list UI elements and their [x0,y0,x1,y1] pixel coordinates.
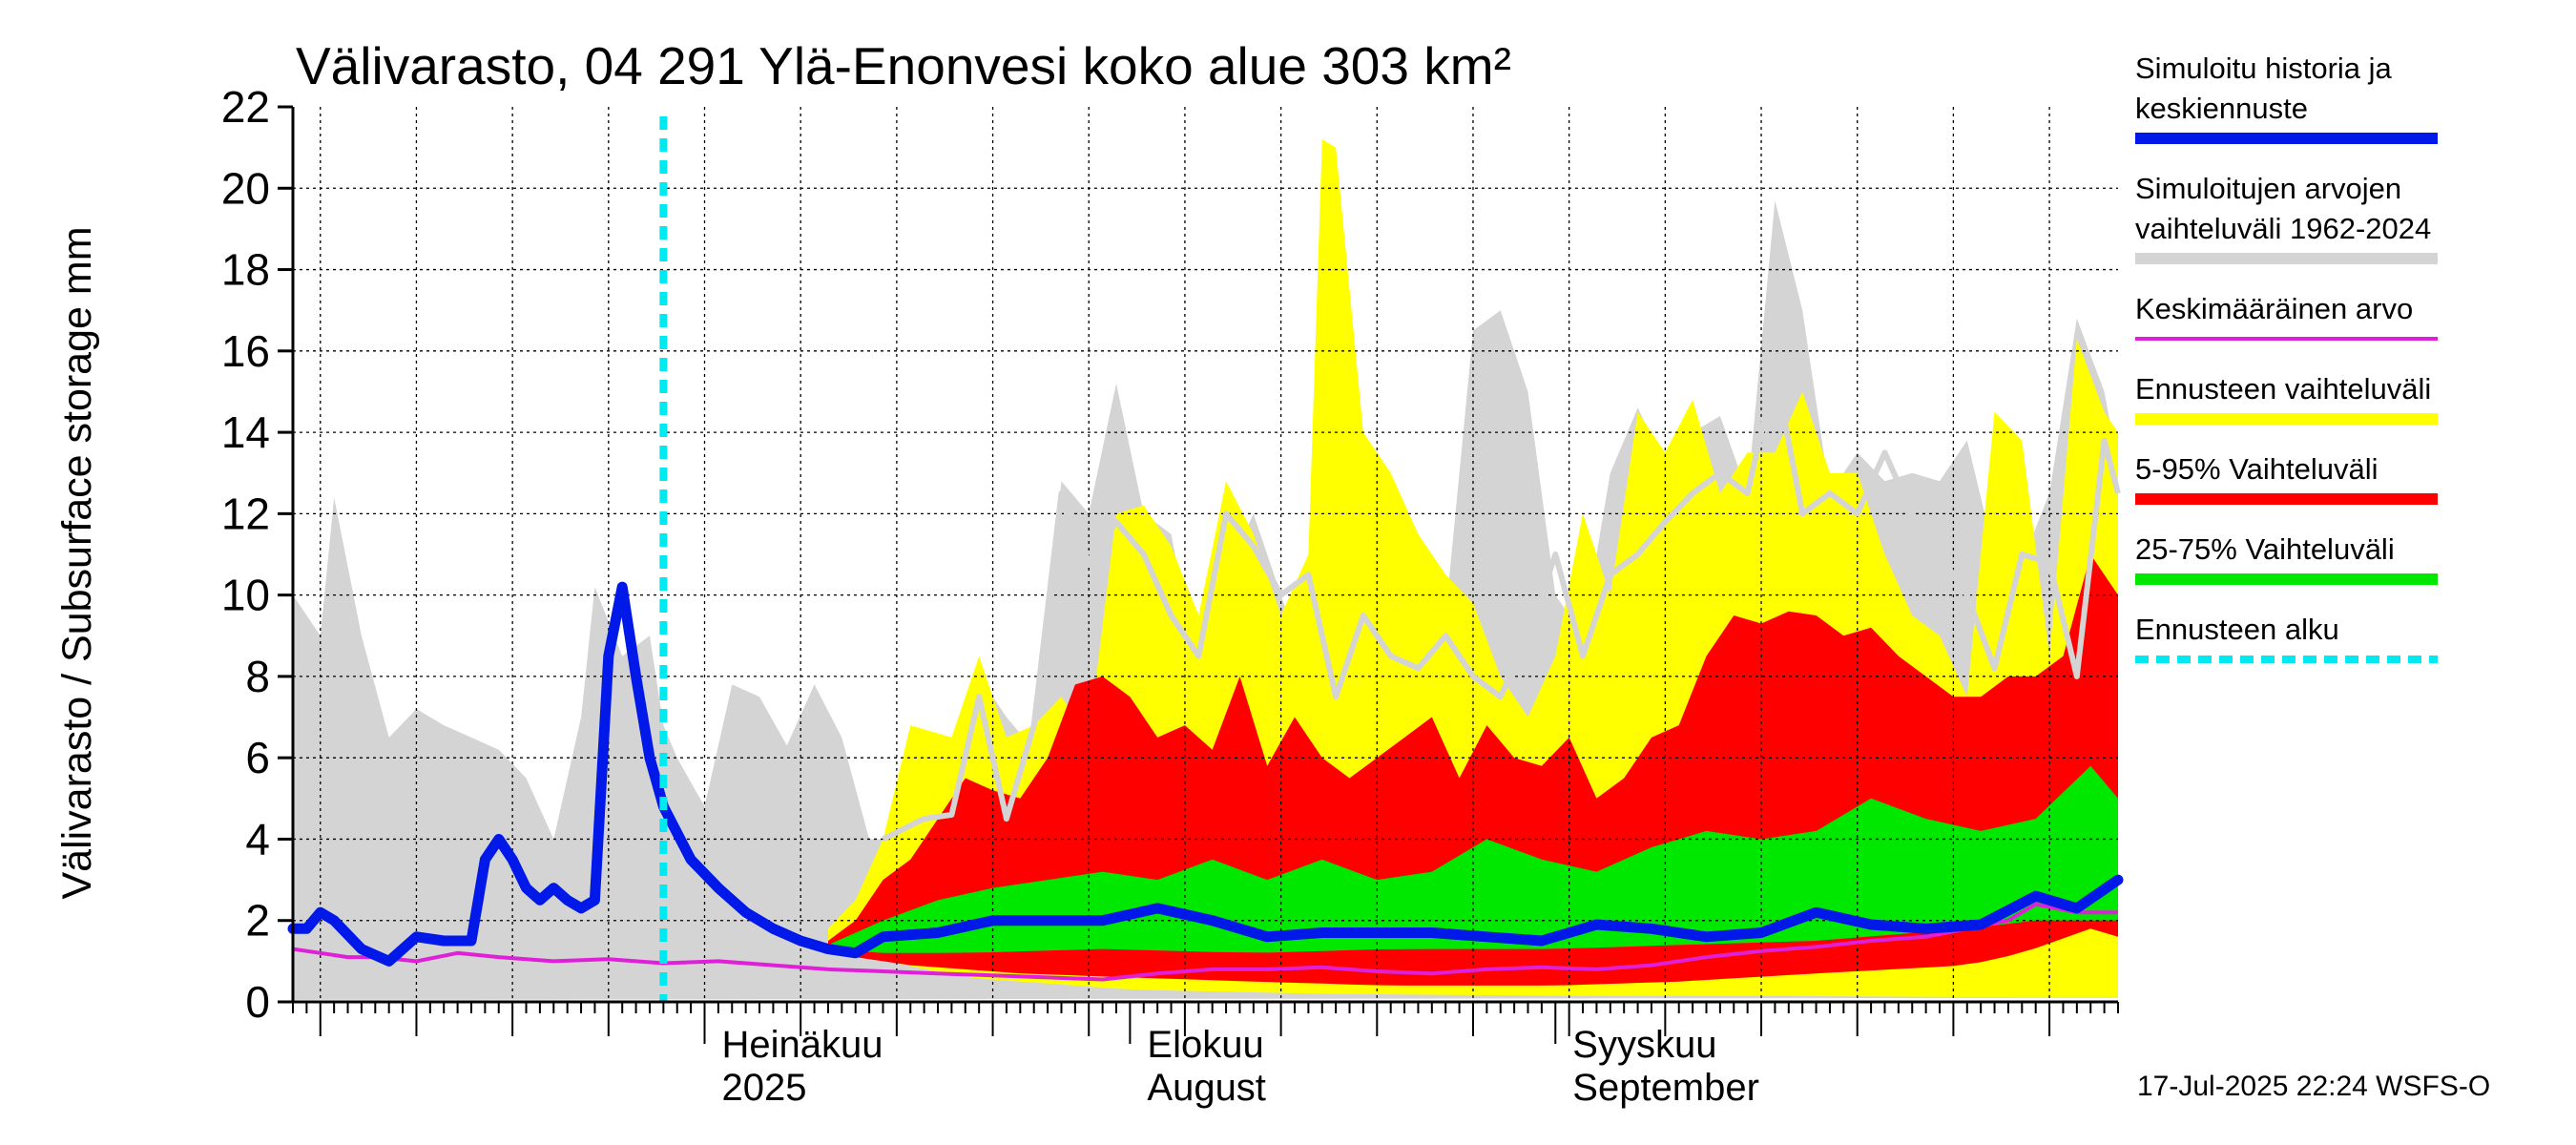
month-label-sub: September [1572,1067,1759,1109]
y-tick-label: 14 [221,407,270,457]
y-tick-label: 18 [221,245,270,295]
y-tick-label: 16 [221,326,270,376]
y-tick-label: 2 [245,896,270,946]
legend-label: 25-75% Vaihteluväli [2135,532,2395,566]
legend-label: Simuloitujen arvojen [2135,172,2401,205]
footer-timestamp: 17-Jul-2025 22:24 WSFS-O [2137,1071,2490,1102]
legend-label: Simuloitu historia ja [2135,52,2393,85]
legend-label: Ennusteen vaihteluväli [2135,372,2431,406]
month-label-sub: 2025 [722,1067,807,1109]
y-tick-label: 0 [245,977,270,1027]
y-axis-label: Välivarasto / Subsurface storage mm [54,226,100,899]
grid [293,107,2118,1002]
legend-label: 5-95% Vaihteluväli [2135,452,2378,486]
legend: Simuloitu historia ja keskiennuste Simuloi… [2135,52,2438,663]
area-layers [293,139,2118,1000]
y-tick-label: 10 [221,571,270,620]
month-label: Syyskuu [1572,1024,1716,1066]
y-tick-label: 8 [245,652,270,701]
line-layers [287,116,2124,1002]
chart-title: Välivarasto, 04 291 Ylä-Enonvesi koko al… [296,36,1511,95]
y-tick-label: 4 [245,814,270,864]
legend-label: keskiennuste [2135,92,2308,125]
y-tick-label: 12 [221,489,270,538]
legend-label: vaihteluväli 1962-2024 [2135,212,2431,245]
month-label-sub: August [1147,1067,1266,1109]
legend-label: Keskimääräinen arvo [2135,292,2413,325]
y-tick-label: 20 [221,163,270,213]
history-median-line [287,581,2124,967]
month-label: Elokuu [1147,1024,1263,1066]
y-tick-label: 22 [221,82,270,132]
mean-line [292,902,2118,982]
month-label: Heinäkuu [722,1024,883,1066]
y-tick-label: 6 [245,733,270,782]
legend-label: Ennusteen alku [2135,613,2339,646]
sim-range-median-line [882,368,2121,843]
